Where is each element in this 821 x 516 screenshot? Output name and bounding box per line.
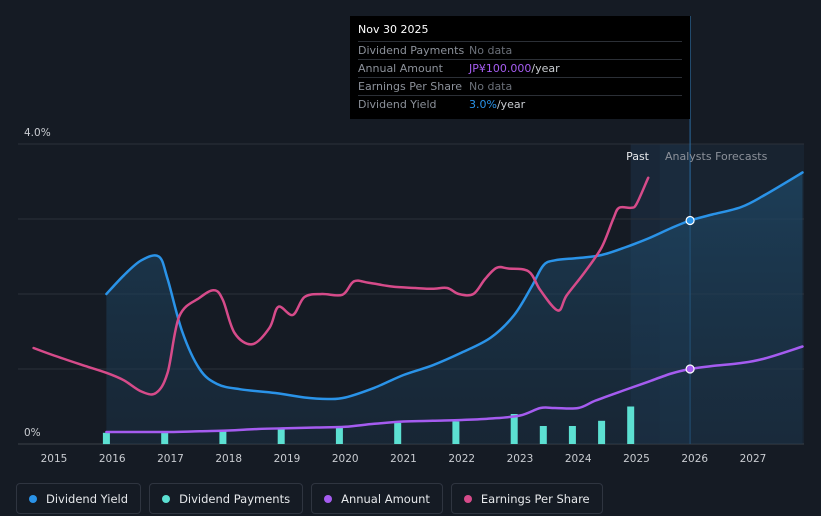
legend: Dividend Yield Dividend Payments Annual …: [16, 483, 603, 514]
legend-label: Dividend Yield: [46, 491, 129, 506]
x-tick-label: 2022: [448, 453, 475, 465]
dividend-payment-bar: [452, 421, 460, 444]
dividend-payment-bar: [627, 406, 635, 444]
tooltip-label: Annual Amount: [358, 62, 443, 75]
tooltip-row-dividend-payments: Dividend Payments No data: [358, 41, 682, 59]
x-tick-label: 2021: [390, 453, 417, 465]
x-tick-label: 2025: [623, 453, 650, 465]
tooltip-row-eps: Earnings Per Share No data: [358, 77, 682, 95]
forecast-label: Analysts Forecasts: [665, 150, 768, 163]
annual-amount-line: [105, 345, 804, 434]
x-tick-label: 2020: [332, 453, 359, 465]
dividend-payment-bar: [510, 414, 518, 444]
x-tick-label: 2026: [681, 453, 708, 465]
annual-amount-marker: [685, 364, 695, 374]
tooltip-label: Dividend Payments: [358, 44, 465, 57]
tooltip: Nov 30 2025 Dividend Payments No data An…: [350, 16, 690, 119]
dividend-payment-bar: [161, 432, 169, 445]
tooltip-label: Earnings Per Share: [358, 80, 463, 93]
x-tick-label: 2023: [507, 453, 534, 465]
earnings-per-share-line: [32, 176, 650, 396]
x-tick-label: 2017: [157, 453, 184, 465]
legend-label: Annual Amount: [341, 491, 430, 506]
tooltip-suffix: /year: [496, 98, 526, 111]
dividend-payment-bar: [335, 427, 343, 444]
x-tick-label: 2018: [215, 453, 242, 465]
legend-dot-icon: [463, 494, 472, 503]
dividend-payment-bar: [568, 426, 576, 444]
x-tick-label: 2019: [274, 453, 301, 465]
tooltip-value: No data: [469, 44, 513, 57]
legend-earnings-per-share[interactable]: Earnings Per Share: [450, 483, 603, 514]
tooltip-value: 3.0%: [469, 98, 497, 111]
tooltip-row-dividend-yield: Dividend Yield 3.0%/year: [358, 95, 682, 113]
tooltip-label: Dividend Yield: [358, 98, 437, 111]
y-tick-top: 4.0%: [24, 127, 51, 139]
y-tick-bottom: 0%: [24, 427, 41, 439]
tooltip-date: Nov 30 2025: [358, 23, 429, 36]
dividend-yield-line: [105, 171, 804, 401]
x-tick-label: 2015: [41, 453, 68, 465]
dividend-payment-bar: [539, 426, 547, 444]
tooltip-value: JP¥100.000: [469, 62, 532, 75]
dividend-payment-bar: [102, 432, 110, 445]
dividend-payment-bar: [277, 429, 285, 444]
tooltip-suffix: /year: [531, 62, 560, 75]
past-label: Past: [626, 150, 650, 163]
dividend-payment-bar: [598, 420, 606, 445]
legend-dot-icon: [324, 494, 333, 503]
dividend-payment-bar: [394, 423, 402, 444]
dividend-yield-area: [106, 172, 803, 444]
legend-dividend-yield[interactable]: Dividend Yield: [16, 483, 142, 514]
tooltip-value: No data: [469, 80, 513, 93]
tooltip-row-annual-amount: Annual Amount JP¥100.000/year: [358, 59, 682, 77]
dividend-payment-bar: [219, 430, 227, 444]
legend-label: Earnings Per Share: [480, 491, 590, 506]
x-tick-label: 2016: [99, 453, 126, 465]
legend-label: Dividend Payments: [179, 491, 291, 506]
legend-dot-icon: [29, 494, 37, 503]
dividend-yield-marker: [685, 215, 695, 226]
legend-dividend-payments[interactable]: Dividend Payments: [149, 483, 304, 514]
legend-dot-icon: [162, 494, 171, 503]
x-tick-label: 2027: [740, 453, 767, 465]
legend-annual-amount[interactable]: Annual Amount: [311, 483, 443, 514]
x-tick-label: 2024: [565, 453, 592, 465]
